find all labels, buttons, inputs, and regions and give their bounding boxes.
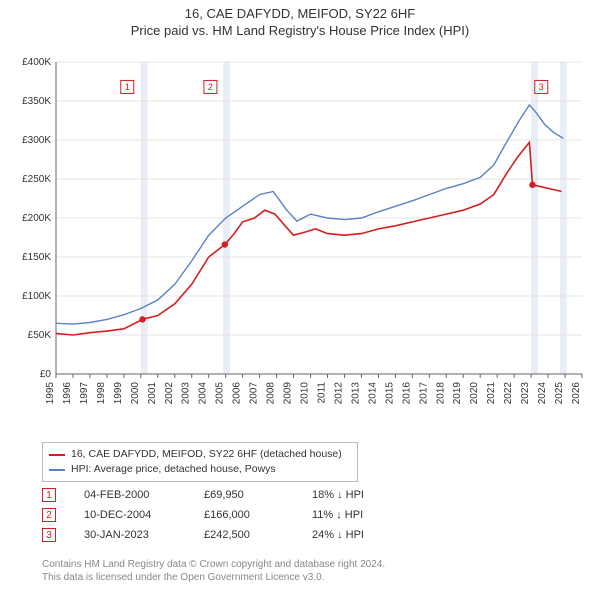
y-tick-label: £200K: [22, 213, 51, 224]
legend-row: 16, CAE DAFYDD, MEIFOD, SY22 6HF (detach…: [49, 447, 351, 462]
x-tick-label: 1997: [79, 382, 90, 405]
marker-row: 3 30-JAN-2023 £242,500 24% ↓ HPI: [42, 528, 558, 542]
page-title-line1: 16, CAE DAFYDD, MEIFOD, SY22 6HF: [0, 6, 600, 21]
y-tick-label: £400K: [22, 57, 51, 68]
x-tick-label: 2008: [266, 382, 277, 405]
y-tick-label: £0: [40, 369, 52, 380]
annotation-box-label: 3: [539, 82, 544, 92]
x-tick-label: 2020: [469, 382, 480, 405]
legend-label: HPI: Average price, detached house, Powy…: [71, 462, 276, 477]
x-tick-label: 2002: [164, 382, 175, 405]
y-tick-label: £250K: [22, 174, 51, 185]
y-tick-label: £50K: [28, 330, 52, 341]
marker-id-box: 2: [42, 508, 56, 522]
marker-dot: [222, 241, 228, 247]
x-tick-label: 2025: [554, 382, 565, 405]
page-title-line2: Price paid vs. HM Land Registry's House …: [0, 23, 600, 38]
x-tick-label: 2003: [181, 382, 192, 405]
y-tick-label: £350K: [22, 96, 51, 107]
x-tick-label: 2001: [147, 382, 158, 405]
chart-svg: £0 £50K £100K £150K £200K £250K £300K £350K £400…: [10, 54, 590, 434]
marker-pct: 18% ↓ HPI: [312, 489, 402, 501]
footer-line1: Contains HM Land Registry data © Crown c…: [42, 558, 385, 571]
marker-price: £69,950: [204, 489, 284, 501]
legend-swatch: [49, 454, 65, 456]
y-tick-label: £100K: [22, 291, 51, 302]
footer-attribution: Contains HM Land Registry data © Crown c…: [42, 558, 385, 584]
x-tick-label: 2018: [435, 382, 446, 405]
x-tick-label: 2010: [300, 382, 311, 405]
x-tick-label: 2023: [520, 382, 531, 405]
x-tick-label: 2015: [384, 382, 395, 405]
x-tick-label: 1999: [113, 382, 124, 405]
marker-dot: [529, 182, 535, 188]
legend-swatch: [49, 469, 65, 471]
x-tick-label: 2000: [130, 382, 141, 405]
marker-row: 2 10-DEC-2004 £166,000 11% ↓ HPI: [42, 508, 558, 522]
marker-table: 1 04-FEB-2000 £69,950 18% ↓ HPI 2 10-DEC-2004…: [42, 482, 558, 548]
marker-price: £166,000: [204, 509, 284, 521]
chart: £0 £50K £100K £150K £200K £250K £300K £350K £400…: [10, 54, 590, 434]
x-tick-label: 2022: [503, 382, 514, 405]
marker-dot: [139, 316, 145, 322]
x-tick-label: 1998: [96, 382, 107, 405]
x-tick-label: 2007: [249, 382, 260, 405]
x-tick-label: 2004: [198, 382, 209, 405]
x-tick-label: 2021: [486, 382, 497, 405]
footer-line2: This data is licensed under the Open Gov…: [42, 571, 385, 584]
x-tick-label: 2017: [418, 382, 429, 405]
marker-date: 10-DEC-2004: [84, 509, 176, 521]
x-tick-label: 2016: [401, 382, 412, 405]
x-tick-label: 2013: [350, 382, 361, 405]
x-tick-label: 2024: [537, 382, 548, 405]
legend-label: 16, CAE DAFYDD, MEIFOD, SY22 6HF (detach…: [71, 447, 342, 462]
marker-id-box: 3: [42, 528, 56, 542]
x-tick-label: 2012: [333, 382, 344, 405]
y-tick-label: £150K: [22, 252, 51, 263]
x-tick-label: 2019: [452, 382, 463, 405]
marker-date: 04-FEB-2000: [84, 489, 176, 501]
legend: 16, CAE DAFYDD, MEIFOD, SY22 6HF (detach…: [42, 442, 358, 482]
x-tick-label: 1996: [62, 382, 73, 405]
x-tick-label: 2006: [232, 382, 243, 405]
x-tick-label: 2011: [316, 382, 327, 404]
marker-pct: 24% ↓ HPI: [312, 529, 402, 541]
marker-id-box: 1: [42, 488, 56, 502]
x-tick-label: 2026: [571, 382, 582, 405]
marker-pct: 11% ↓ HPI: [312, 509, 402, 521]
annotation-box-label: 2: [208, 82, 213, 92]
y-tick-label: £300K: [22, 135, 51, 146]
x-tick-label: 1995: [45, 382, 56, 405]
annotation-box-label: 1: [125, 82, 130, 92]
legend-row: HPI: Average price, detached house, Powy…: [49, 462, 351, 477]
marker-row: 1 04-FEB-2000 £69,950 18% ↓ HPI: [42, 488, 558, 502]
marker-price: £242,500: [204, 529, 284, 541]
x-tick-label: 2005: [215, 382, 226, 405]
x-tick-label: 2014: [367, 382, 378, 405]
marker-date: 30-JAN-2023: [84, 529, 176, 541]
x-tick-label: 2009: [283, 382, 294, 405]
